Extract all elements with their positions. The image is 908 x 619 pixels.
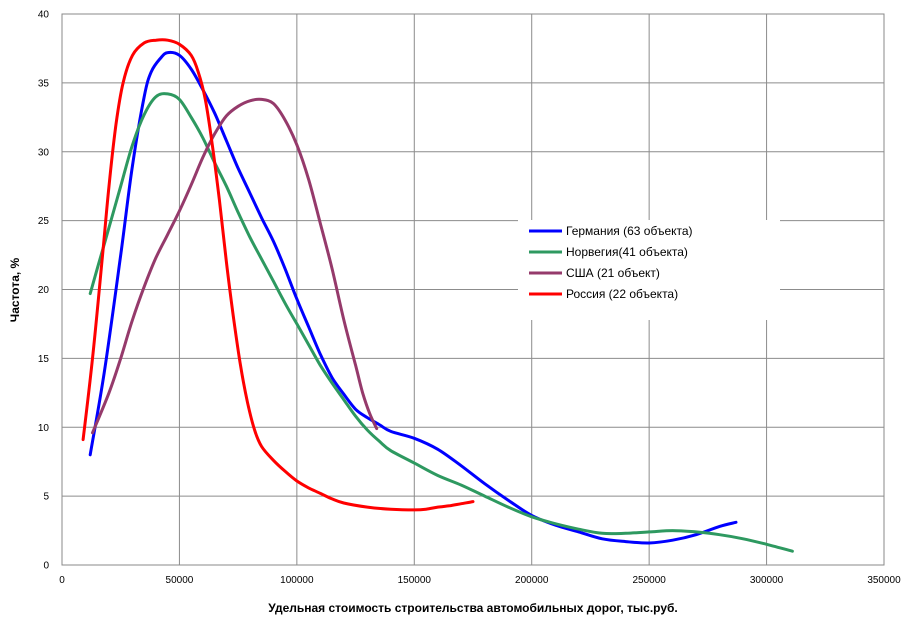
x-axis-title: Удельная стоимость строительства автомоб… xyxy=(268,601,678,615)
legend: Германия (63 объекта) Норвегия(41 объекта… xyxy=(518,220,780,320)
legend-box xyxy=(518,220,780,320)
x-tick-label: 0 xyxy=(59,575,65,586)
y-tick-label: 30 xyxy=(38,147,50,158)
y-tick-label: 10 xyxy=(38,423,50,434)
y-tick-label: 40 xyxy=(38,10,50,21)
series-line-germany xyxy=(88,50,738,545)
legend-label-usa: США (21 объект) xyxy=(566,266,660,280)
legend-label-germany: Германия (63 объекта) xyxy=(566,224,693,238)
legend-label-norway: Норвегия(41 объекта) xyxy=(566,245,688,259)
x-tick-label: 250000 xyxy=(632,575,666,586)
y-tick-label: 5 xyxy=(43,492,49,503)
y-tick-label: 35 xyxy=(38,78,50,89)
series-line-norway xyxy=(88,92,794,553)
x-tick-label: 50000 xyxy=(166,575,194,586)
x-tick-label: 200000 xyxy=(515,575,549,586)
y-tick-label: 15 xyxy=(38,354,50,365)
series-line-russia xyxy=(81,38,475,512)
x-tick-label: 350000 xyxy=(867,575,901,586)
x-tick-label: 300000 xyxy=(750,575,784,586)
x-tick-label: 150000 xyxy=(398,575,432,586)
series-line-usa xyxy=(91,97,379,435)
x-axis-ticks: 0 50000 100000 150000 200000 250000 300000 3500… xyxy=(59,575,901,586)
legend-label-russia: Россия (22 объекта) xyxy=(566,287,678,301)
x-tick-label: 100000 xyxy=(280,575,314,586)
y-tick-label: 20 xyxy=(38,285,50,296)
y-tick-label: 0 xyxy=(43,561,49,572)
series-lines xyxy=(81,38,794,553)
y-axis-ticks: 0 5 10 15 20 25 30 35 40 xyxy=(38,10,50,572)
y-tick-label: 25 xyxy=(38,216,50,227)
y-axis-title: Частота, % xyxy=(8,257,22,322)
